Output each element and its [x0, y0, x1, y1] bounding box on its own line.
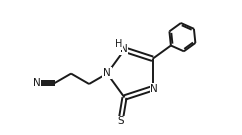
- Text: S: S: [118, 117, 124, 126]
- Text: N: N: [151, 84, 158, 94]
- Text: N: N: [103, 68, 111, 78]
- Text: H: H: [115, 39, 123, 49]
- Text: N: N: [120, 44, 128, 54]
- Text: N: N: [33, 78, 40, 88]
